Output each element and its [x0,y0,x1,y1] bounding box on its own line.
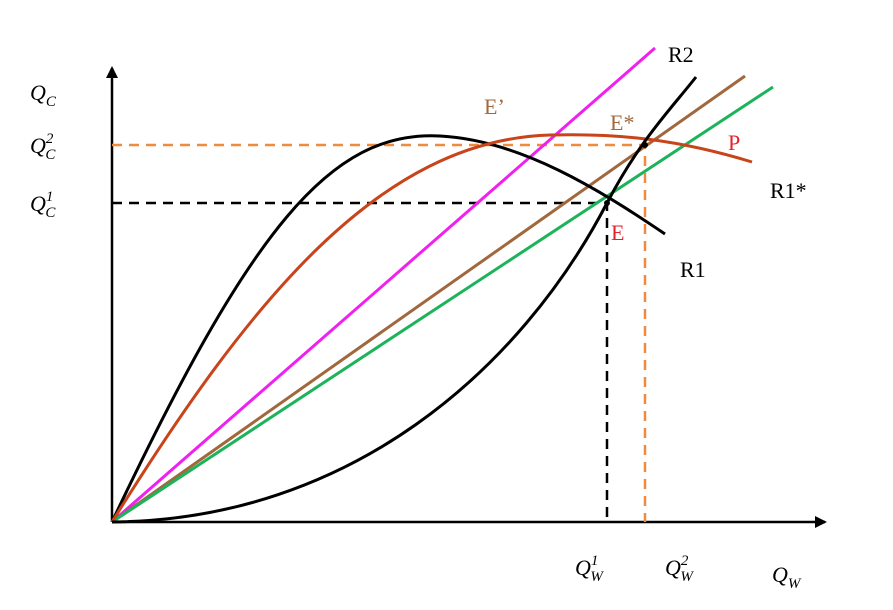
y-axis-label: QC [30,80,57,110]
x-tick-label: Q1 W [575,553,604,585]
label-sub: C [46,94,57,110]
p-curve [110,133,753,523]
point-e [604,200,610,206]
curve-label: R2 [668,42,694,67]
label-sup: 1 [46,189,54,205]
label-sup: 2 [46,131,54,147]
label-sup: 1 [591,553,599,569]
curve-label: R1* [770,178,807,203]
label-sub: C [45,205,56,221]
label-base: Q [30,191,46,216]
label-sub: W [788,576,802,592]
r2-line [111,46,656,524]
curve-label: P [728,130,740,155]
label-base: Q [30,133,46,158]
point-label: E [611,220,624,245]
y-tick-label: Q2 C [30,131,56,163]
hump-curve [110,134,666,523]
r1-star-line [111,74,746,524]
label-base: Q [30,80,46,105]
curve-label: R1 [680,257,706,282]
label-base: Q [772,562,788,587]
label-base: Q [575,555,591,580]
point-e-star [642,142,648,148]
point-label: E’ [484,94,505,119]
r1-line [111,85,774,524]
label-base: Q [665,555,681,580]
label-sub: C [45,147,56,163]
label-sub: W [590,569,604,585]
label-sub: W [680,569,694,585]
y-tick-label: Q1 C [30,189,56,221]
label-sup: 2 [681,553,689,569]
x-tick-label: Q2 W [665,553,694,585]
point-label: E* [610,110,634,135]
convex-curve [111,76,698,524]
x-axis-label: QW [772,562,802,592]
